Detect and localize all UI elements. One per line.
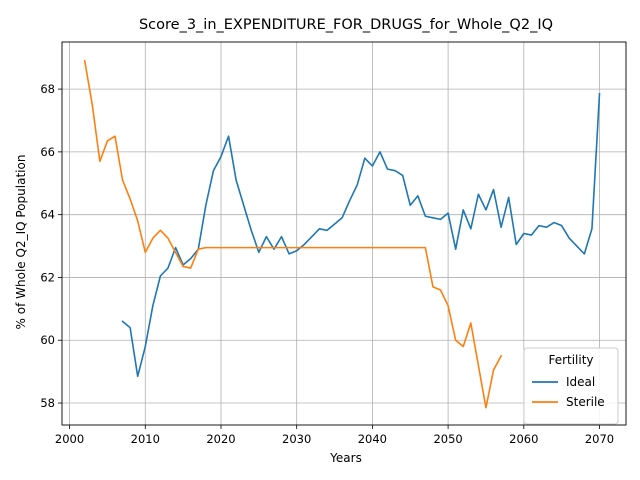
x-tick-label: 2050 <box>433 432 462 446</box>
x-tick-label: 2040 <box>358 432 387 446</box>
y-tick-label: 58 <box>40 396 55 410</box>
y-tick-label: 64 <box>40 208 55 222</box>
y-tick-label: 62 <box>40 270 55 284</box>
x-tick-label: 2010 <box>131 432 160 446</box>
series-line-ideal <box>121 92 601 378</box>
legend-label-sterile: Sterile <box>566 395 605 409</box>
series-layer <box>83 59 601 409</box>
y-axis: 58 60 62 64 66 68 <box>40 82 62 410</box>
x-tick-label: 2070 <box>585 432 614 446</box>
grid-lines <box>62 42 626 425</box>
x-tick-label: 2020 <box>206 432 235 446</box>
series-line-sterile <box>83 59 503 409</box>
y-axis-label: % of Whole Q2_IQ Population <box>14 155 28 330</box>
legend-title: Fertility <box>548 353 593 367</box>
legend-box <box>523 347 619 425</box>
legend-label-ideal: Ideal <box>566 375 595 389</box>
x-tick-label: 2000 <box>55 432 84 446</box>
x-tick-label: 2060 <box>509 432 538 446</box>
legend: Fertility Ideal Sterile <box>523 347 619 425</box>
chart-title: Score_3_in_EXPENDITURE_FOR_DRUGS_for_Who… <box>139 17 553 33</box>
x-axis-label: Years <box>329 451 362 465</box>
x-tick-label: 2030 <box>282 432 311 446</box>
x-axis: 2000 2010 2020 2030 2040 2050 2060 2070 <box>55 425 614 446</box>
y-tick-label: 68 <box>40 82 55 96</box>
y-tick-label: 66 <box>40 145 55 159</box>
plot-frame <box>61 41 627 426</box>
y-tick-label: 60 <box>40 333 55 347</box>
